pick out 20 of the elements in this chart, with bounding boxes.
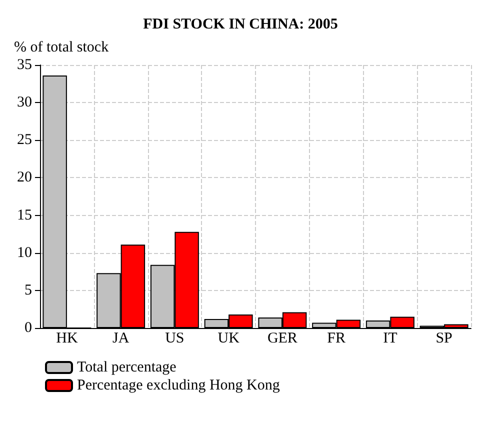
x-tick-label: US — [165, 330, 184, 346]
x-tick-label: SP — [436, 330, 452, 346]
y-axis-title: % of total stock — [14, 40, 110, 56]
y-tick-label: 20 — [17, 170, 32, 186]
chart-title: FDI STOCK IN CHINA: 2005 — [143, 16, 338, 32]
y-tick-label: 15 — [17, 207, 32, 224]
x-tick-label: JA — [112, 330, 130, 346]
y-tick-label: 10 — [17, 244, 32, 261]
y-tick-label: 30 — [17, 94, 32, 111]
x-tick-label: IT — [383, 330, 398, 346]
x-tick-label: GER — [267, 330, 298, 346]
legend-label: Percentage excluding Hong Kong — [77, 378, 280, 394]
y-tick-label: 35 — [17, 57, 32, 73]
y-tick-label: 5 — [24, 282, 32, 298]
legend-label: Total percentage — [77, 360, 177, 376]
y-tick-label: 25 — [17, 132, 32, 148]
y-tick-label: 0 — [24, 320, 32, 336]
x-tick-label: FR — [327, 330, 346, 346]
x-tick-label: UK — [218, 330, 240, 346]
x-tick-label: HK — [56, 330, 78, 346]
